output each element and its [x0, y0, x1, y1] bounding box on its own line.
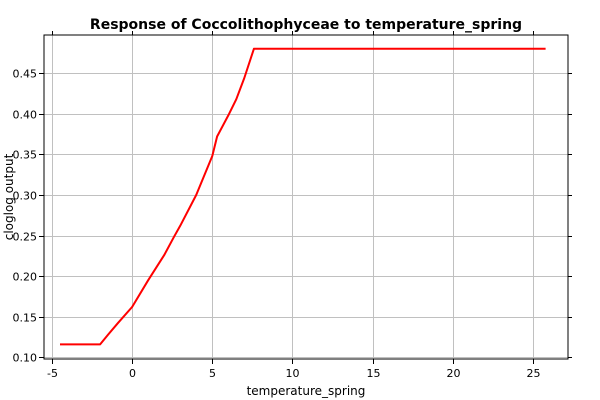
- x-tick-label: 10: [286, 367, 300, 380]
- x-tick-label: 5: [209, 367, 216, 380]
- grid-layer: [44, 35, 568, 359]
- x-tick-label: 25: [527, 367, 541, 380]
- y-tick-label: 0.40: [13, 109, 38, 122]
- x-tick-label: -5: [47, 367, 58, 380]
- y-tick-label: 0.25: [13, 231, 38, 244]
- x-tick-label: 0: [129, 367, 136, 380]
- y-tick-label: 0.30: [13, 190, 38, 203]
- y-tick-label: 0.20: [13, 271, 38, 284]
- line-layer: [60, 47, 546, 346]
- x-tick-label: 15: [367, 367, 381, 380]
- x-tick-label: 20: [447, 367, 461, 380]
- response-curve: [60, 47, 546, 346]
- y-axis-label: cloglog output: [2, 153, 16, 240]
- y-tick-label: 0.15: [13, 312, 38, 325]
- y-tick-label: 0.35: [13, 149, 38, 162]
- plot-frame: [43, 34, 569, 360]
- x-axis-label: temperature_spring: [247, 384, 366, 398]
- tick-layer: -5 0 5 10 15 20 25 0.10 0.15 0.20 0.25 0.30 0.35 0.40…: [13, 31, 572, 380]
- y-tick-label: 0.45: [13, 68, 38, 81]
- y-tick-label: 0.10: [13, 352, 38, 365]
- chart-title: Response of Coccolithophyceae to tempera…: [90, 17, 522, 33]
